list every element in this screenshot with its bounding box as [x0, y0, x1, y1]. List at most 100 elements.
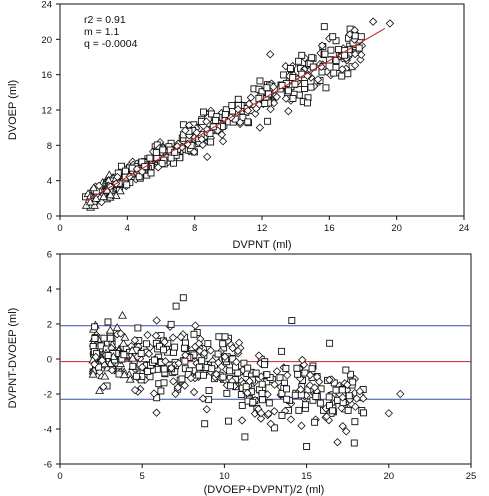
square-data-point	[320, 23, 328, 31]
diamond-data-point	[91, 352, 100, 362]
diamond-data-point	[252, 104, 261, 113]
triangle-data-point	[115, 186, 125, 195]
y-axis-label-top: DVOEP (ml)	[7, 80, 19, 140]
square-data-point	[91, 323, 99, 331]
diamond-data-point	[130, 385, 140, 395]
square-data-point	[270, 424, 278, 432]
diamond-data-point	[169, 377, 178, 386]
square-data-point	[242, 383, 250, 391]
square-data-point	[265, 399, 273, 407]
square-data-point	[264, 117, 272, 125]
square-data-point	[181, 357, 189, 365]
y-tick-label: 12	[41, 106, 52, 117]
y-tick-label: 4	[47, 176, 52, 187]
square-data-point	[259, 396, 266, 404]
diamond-data-point	[352, 394, 361, 403]
triangle-data-point	[89, 183, 99, 192]
x-tick-label: 15	[301, 471, 312, 482]
diamond-data-point	[266, 419, 275, 429]
square-data-point	[223, 389, 231, 397]
square-data-point	[221, 110, 229, 118]
diamond-data-point	[355, 387, 364, 396]
square-data-point	[307, 83, 315, 91]
diamond-data-point	[137, 362, 147, 372]
square-data-point	[208, 365, 216, 373]
diamond-data-point	[94, 181, 104, 190]
y-axis-label-bottom: DVPNT-DVOEP (ml)	[7, 308, 19, 409]
diamond-data-point	[189, 387, 199, 397]
diamond-data-point	[396, 389, 405, 399]
diamond-data-point	[197, 135, 206, 144]
triangle-data-point	[88, 369, 98, 378]
diamond-data-point	[337, 403, 346, 413]
square-data-point	[335, 45, 343, 53]
square-data-point	[278, 411, 286, 419]
diamond-data-point	[149, 389, 159, 398]
diamond-data-point	[286, 415, 296, 424]
square-data-point	[241, 433, 249, 441]
y-tick-label: 20	[41, 35, 52, 46]
diamond-data-point	[368, 17, 378, 26]
square-data-point	[295, 57, 303, 65]
square-data-point	[332, 64, 340, 71]
square-data-point	[180, 344, 188, 352]
diamond-data-point	[192, 128, 201, 137]
square-data-point	[219, 340, 227, 348]
square-data-point	[256, 77, 264, 85]
square-data-point	[100, 334, 108, 342]
square-data-point	[152, 148, 160, 156]
diamond-data-point	[322, 412, 331, 421]
square-data-point	[215, 333, 223, 341]
regression-line	[85, 28, 386, 202]
square-data-point	[205, 396, 213, 404]
square-data-point	[346, 370, 354, 378]
diamond-data-point	[272, 367, 282, 376]
x-axis-label-top: DVPNT (ml)	[232, 239, 291, 251]
square-data-point	[234, 369, 242, 377]
square-data-point	[200, 108, 207, 116]
square-data-point	[322, 84, 330, 92]
diamond-data-point	[255, 123, 265, 132]
diamond-data-point	[338, 421, 347, 431]
square-data-point	[360, 409, 367, 417]
diamond-data-point	[202, 125, 212, 134]
square-data-point	[329, 33, 337, 41]
diamond-data-point	[246, 93, 256, 102]
square-data-point	[351, 418, 359, 426]
square-data-point	[134, 324, 142, 332]
diamond-data-point	[198, 394, 208, 403]
triangle-data-point	[125, 374, 135, 383]
square-data-point	[291, 391, 299, 399]
diamond-data-point	[351, 402, 360, 411]
square-data-point	[201, 420, 209, 428]
y-tick-label: 16	[41, 70, 52, 81]
diamond-data-point	[325, 375, 334, 385]
diamond-data-point	[144, 349, 154, 358]
diamond-data-point	[167, 363, 176, 373]
square-data-point	[345, 392, 353, 400]
square-data-point	[212, 116, 220, 124]
diamond-data-point	[202, 117, 211, 126]
square-data-point	[289, 94, 297, 102]
square-data-point	[167, 154, 175, 162]
diamond-data-point	[350, 49, 360, 59]
square-data-point	[282, 364, 290, 372]
x-tick-label: 20	[384, 471, 395, 482]
diamond-data-point	[97, 356, 107, 365]
square-data-point	[234, 95, 242, 103]
square-data-point	[129, 362, 137, 370]
square-data-point	[167, 320, 175, 328]
square-data-point	[160, 346, 167, 354]
diamond-data-point	[237, 416, 247, 425]
square-data-point	[329, 407, 337, 415]
square-data-point	[280, 71, 288, 79]
triangle-data-point	[106, 190, 115, 199]
diamond-data-point	[203, 152, 212, 162]
diamond-data-point	[152, 408, 161, 417]
diamond-data-point	[256, 414, 266, 423]
bland-altman-plot: 0 5 10 15 20 25 -6 -4 -2 0 2 4 6 (DVOEP+DVPNT)/2 (ml…	[7, 250, 476, 496]
triangle-data-point	[105, 325, 115, 334]
square-data-point	[295, 406, 303, 414]
square-data-point	[228, 102, 236, 109]
diamond-data-point	[99, 382, 108, 392]
